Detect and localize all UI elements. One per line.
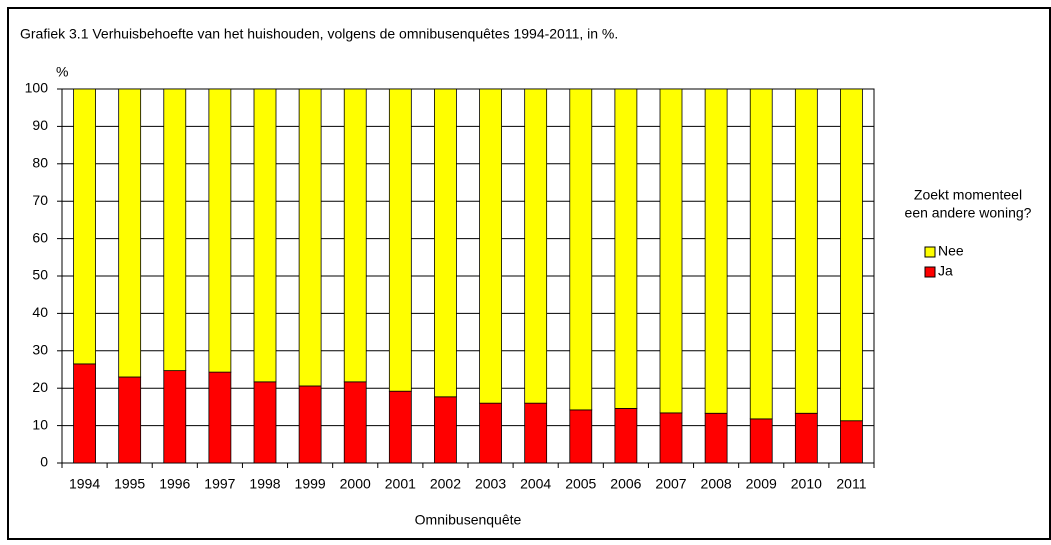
bar-segment <box>73 88 96 365</box>
y-tick-label: 100 <box>25 80 49 96</box>
x-tick-label: 2009 <box>746 476 777 492</box>
bar-segment <box>794 412 818 464</box>
bar-segment <box>569 88 593 411</box>
x-tick-label: 1995 <box>114 476 145 492</box>
bar-segment <box>298 385 322 464</box>
bar-segment <box>253 88 277 383</box>
legend-swatch <box>924 246 936 258</box>
x-tick-label: 2006 <box>610 476 641 492</box>
x-tick-label: 1999 <box>295 476 326 492</box>
x-tick-label: 1996 <box>159 476 190 492</box>
bar-segment <box>524 402 548 464</box>
y-tick-label: 50 <box>32 267 48 283</box>
x-tick-label: 2002 <box>430 476 461 492</box>
bar-segment <box>253 381 277 464</box>
x-axis-label: Omnibusenquête <box>415 512 522 528</box>
x-tick-label: 2000 <box>340 476 371 492</box>
bar-segment <box>659 88 683 414</box>
x-tick-label: 1997 <box>204 476 235 492</box>
bar-segment <box>479 402 502 464</box>
x-tick-label: 2001 <box>385 476 416 492</box>
y-tick-label: 10 <box>32 416 48 432</box>
x-tick-label: 2005 <box>565 476 596 492</box>
y-tick-label: 80 <box>32 155 48 171</box>
bar-segment <box>208 88 232 373</box>
bar-segment <box>840 420 863 464</box>
bar-segment <box>524 88 548 404</box>
bar-segment <box>298 88 322 387</box>
bar-segment <box>434 396 457 464</box>
chart-title: Grafiek 3.1 Verhuisbehoefte van het huis… <box>20 26 618 42</box>
bar-segment <box>73 363 96 464</box>
bar-segment <box>704 412 728 464</box>
y-tick-label: 20 <box>32 379 48 395</box>
bar-segment <box>208 371 232 464</box>
bar-segment <box>343 381 367 464</box>
bar-segment <box>614 88 638 409</box>
bar-segment <box>163 88 187 372</box>
x-tick-label: 2004 <box>520 476 551 492</box>
x-tick-label: 2011 <box>836 476 866 492</box>
bar-segment <box>163 370 187 464</box>
bar-segment <box>388 390 412 464</box>
bar-segment <box>704 88 728 414</box>
legend-swatch <box>924 266 936 278</box>
y-tick-label: 60 <box>32 229 48 245</box>
legend-title: Zoekt momenteel <box>914 187 1022 203</box>
x-tick-label: 2010 <box>791 476 822 492</box>
bar-segment <box>343 88 367 383</box>
legend-title: een andere woning? <box>905 205 1032 221</box>
y-tick-label: 0 <box>40 454 48 470</box>
bar-segment <box>434 88 457 398</box>
bar-segment <box>614 407 638 464</box>
y-tick-label: 90 <box>32 117 48 133</box>
bar-segment <box>749 418 773 464</box>
bar-segment <box>794 88 818 414</box>
bar-segment <box>840 88 863 422</box>
y-tick-label: 70 <box>32 192 48 208</box>
y-tick-label: 40 <box>32 304 48 320</box>
bar-segment <box>479 88 502 404</box>
bar-segment <box>118 88 142 378</box>
legend-label: Ja <box>938 263 953 279</box>
x-tick-label: 1994 <box>69 476 100 492</box>
y-tick-label: 30 <box>32 342 48 358</box>
y-unit: % <box>56 64 68 80</box>
bar-segment <box>118 376 142 464</box>
bar-segment <box>388 88 412 392</box>
x-tick-label: 2008 <box>701 476 732 492</box>
bar-segment <box>749 88 773 420</box>
bar-segment <box>569 409 593 464</box>
x-tick-label: 2007 <box>655 476 686 492</box>
bar-segment <box>659 412 683 464</box>
x-tick-label: 1998 <box>249 476 280 492</box>
x-tick-label: 2003 <box>475 476 506 492</box>
legend-label: Nee <box>938 243 964 259</box>
